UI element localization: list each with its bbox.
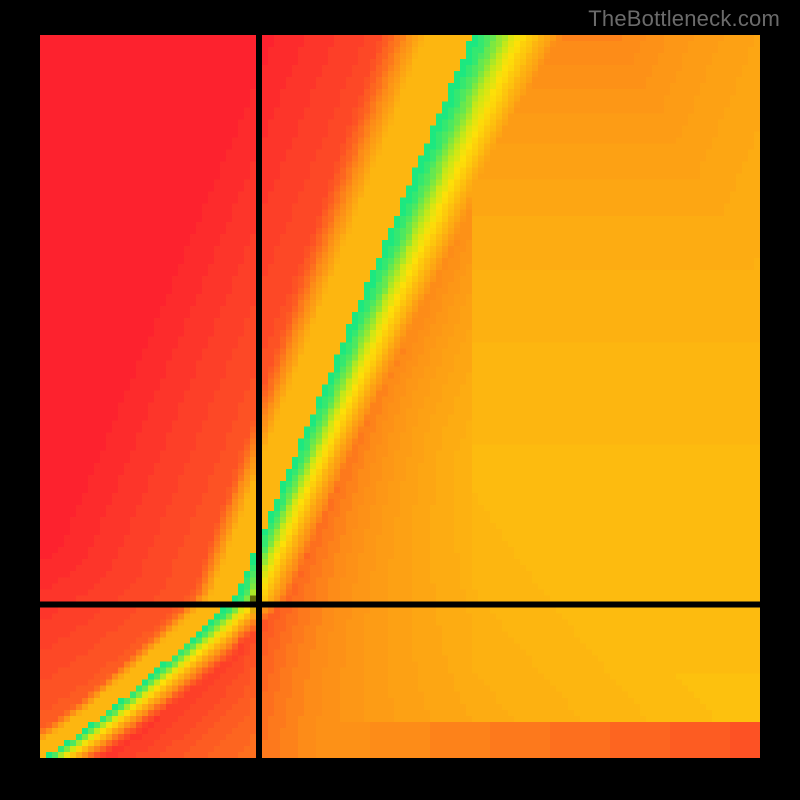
watermark-text: TheBottleneck.com [588, 6, 780, 32]
heatmap-plot [40, 35, 760, 758]
